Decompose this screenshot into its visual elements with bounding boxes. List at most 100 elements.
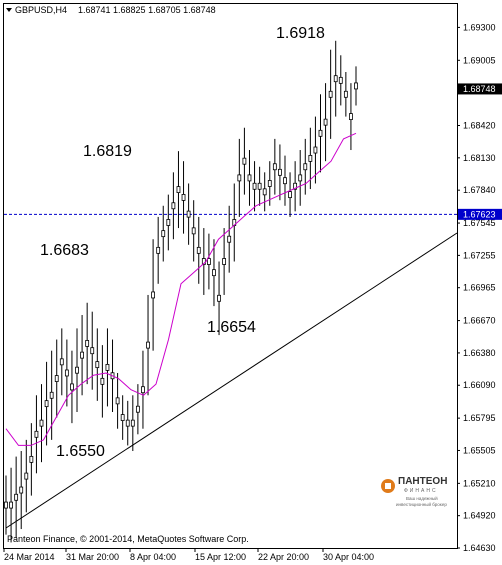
candle-body — [328, 90, 333, 98]
candle-body — [181, 194, 186, 201]
price-annotation: 1.6683 — [40, 242, 89, 259]
symbol-label: GBPUSD,H4 — [15, 5, 67, 15]
y-tick-label: 1.69300 — [463, 22, 496, 32]
plot-area-frame — [3, 3, 458, 549]
candle-body — [176, 186, 181, 194]
candle-body — [222, 258, 227, 265]
level-price-tag: 1.67623 — [458, 208, 502, 220]
price-annotation: 1.6819 — [83, 143, 132, 160]
candle-body — [115, 397, 120, 405]
candle-body — [298, 174, 303, 182]
candle-body — [34, 430, 39, 438]
candle-body — [283, 177, 287, 185]
y-tick-label: 1.65505 — [463, 445, 496, 455]
candle-body — [242, 157, 247, 165]
chart-header: GBPUSD,H4 1.68741 1.68825 1.68705 1.6874… — [6, 5, 216, 15]
candle-body — [4, 501, 8, 509]
moving-average-line — [5, 132, 357, 446]
support-trend-line[interactable] — [5, 232, 458, 529]
price-axis: 1.69300 1.69005 1.68420 1.68130 1.67840 1.675… — [457, 22, 496, 553]
candle-body — [252, 182, 257, 190]
dropdown-triangle-icon[interactable] — [6, 8, 12, 12]
y-tick-label: 1.67545 — [463, 218, 496, 228]
candle-body — [191, 227, 196, 235]
candle-body — [19, 486, 24, 494]
candle-body — [308, 154, 313, 162]
time-axis: 24 Mar 2014 31 Mar 20:00 8 Apr 04:00 15 Apr… — [3, 548, 374, 562]
candle-body — [156, 246, 161, 254]
candle-body — [338, 76, 343, 84]
candle-body — [333, 75, 338, 83]
logo-mark-icon — [385, 483, 391, 489]
candle-body — [257, 182, 262, 190]
candle-body — [24, 472, 29, 480]
candle-body — [212, 269, 216, 277]
candle-body — [39, 419, 44, 427]
candle-body — [278, 168, 282, 176]
logo-tagline-2: инвестиционный брокер — [396, 501, 447, 507]
candle-body — [237, 174, 242, 182]
candle-body — [105, 364, 110, 371]
candle-body — [288, 191, 292, 199]
candle-body — [54, 375, 59, 382]
y-tick-label: 1.69005 — [463, 55, 496, 65]
copyright-text: Panteon Finance, © 2001-2014, MetaQuotes… — [7, 534, 249, 544]
x-tick-label: 22 Apr 20:00 — [258, 552, 309, 562]
current-price-tag: 1.68748 — [458, 83, 502, 95]
candle-body — [100, 377, 105, 385]
y-tick-label: 1.65210 — [463, 478, 496, 488]
x-tick-label: 31 Mar 20:00 — [66, 552, 119, 562]
y-tick-label: 1.65795 — [463, 413, 496, 423]
candle-body — [64, 369, 69, 377]
candle-body — [313, 146, 318, 154]
y-tick-label: 1.64920 — [463, 511, 496, 521]
ohlc-values: 1.68741 1.68825 1.68705 1.68748 — [78, 5, 216, 15]
y-tick-label: 1.66670 — [463, 316, 496, 326]
x-tick-label: 8 Apr 04:00 — [130, 552, 176, 562]
panteon-logo: ПАНТЕОН ФИНАНС Ваш надежный инвестиционн… — [381, 476, 447, 507]
candle-body — [272, 163, 277, 171]
candle-body — [70, 383, 74, 391]
y-tick-label: 1.68130 — [463, 153, 496, 163]
price-annotation: 1.6550 — [56, 443, 105, 460]
candle-body — [120, 414, 125, 421]
price-annotation: 1.6654 — [207, 319, 256, 336]
candle-body — [146, 341, 150, 349]
candle-body — [151, 291, 156, 299]
candle-body — [29, 455, 34, 463]
candle-body — [9, 501, 13, 509]
candle-body — [196, 246, 201, 254]
candle-body — [343, 90, 348, 98]
candle-body — [267, 180, 272, 187]
candle-body — [262, 188, 267, 196]
y-tick-label: 1.68420 — [463, 121, 496, 131]
candle-body — [125, 419, 130, 427]
candle-body — [227, 235, 232, 243]
candle-body — [14, 493, 19, 501]
y-tick-label: 1.66380 — [463, 348, 496, 358]
logo-name: ПАНТЕОН — [398, 476, 447, 487]
candle-body — [44, 400, 49, 408]
x-tick-label: 24 Mar 2014 — [4, 552, 55, 562]
y-tick-label: 1.66090 — [463, 380, 496, 390]
x-tick-label: 30 Apr 04:00 — [323, 552, 374, 562]
candle-body — [171, 202, 176, 210]
candle-body — [49, 391, 54, 399]
price-annotations: 1.6918 1.6819 1.6683 1.6654 1.6550 — [40, 25, 325, 460]
level-price-text: 1.67623 — [463, 209, 496, 219]
logo-tagline-1: Ваш надежный — [406, 495, 438, 501]
candle-body — [141, 386, 145, 394]
candle-body — [318, 129, 323, 137]
candle-body — [293, 182, 298, 190]
x-tick-label: 15 Apr 12:00 — [195, 552, 246, 562]
y-tick-label: 1.67255 — [463, 250, 496, 260]
candle-body — [75, 366, 79, 374]
candle-body — [247, 174, 252, 182]
y-tick-label: 1.67840 — [463, 185, 496, 195]
candle-body — [85, 340, 90, 347]
y-tick-label: 1.66965 — [463, 283, 496, 293]
candle-body — [166, 219, 171, 226]
candle-body — [130, 419, 135, 427]
